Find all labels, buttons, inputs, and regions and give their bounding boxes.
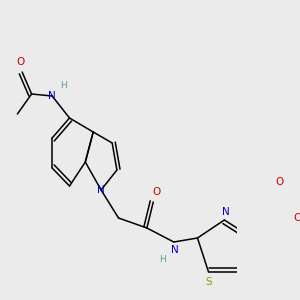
Text: N: N <box>97 185 105 195</box>
Text: O: O <box>275 177 284 187</box>
Text: H: H <box>159 256 166 265</box>
Text: O: O <box>152 187 160 197</box>
Text: N: N <box>172 245 179 255</box>
Text: H: H <box>60 82 67 91</box>
Text: N: N <box>48 91 56 101</box>
Text: S: S <box>205 277 212 287</box>
Text: O: O <box>16 57 25 67</box>
Text: O: O <box>293 213 300 223</box>
Text: N: N <box>222 207 230 217</box>
